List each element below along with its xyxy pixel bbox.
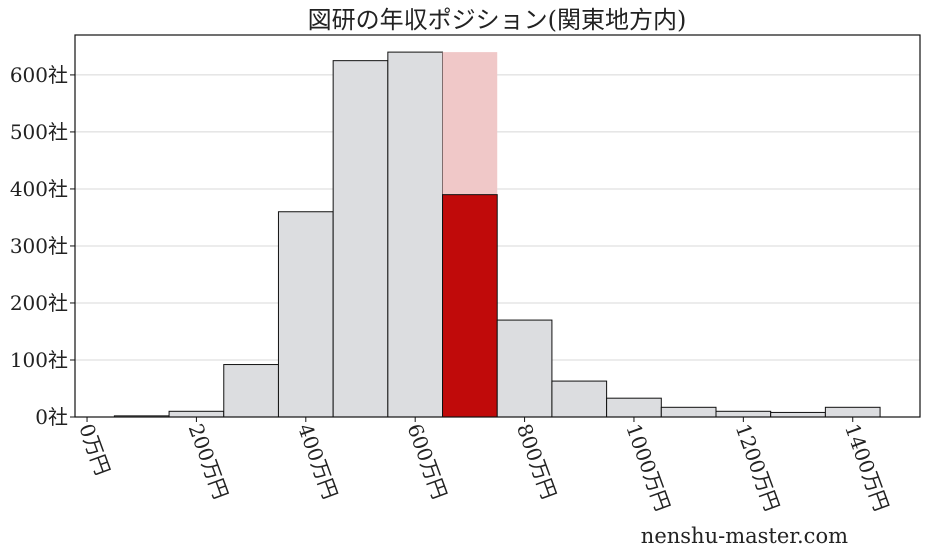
watermark: nenshu-master.com [641,524,848,548]
highlight-bar [442,194,498,418]
y-tick-label: 400社 [10,177,68,201]
x-tick-label: 0万円 [74,421,115,479]
histogram-bar [496,319,553,418]
histogram-bar [770,411,826,418]
histogram-bar [223,364,279,418]
y-tick-label: 200社 [10,291,68,315]
x-tick-label: 1400万円 [840,421,894,515]
histogram-bar [168,410,225,418]
plot-frame [74,34,921,418]
x-tick-label: 1200万円 [731,421,785,515]
y-tick-label: 600社 [10,63,68,87]
histogram-bar [551,380,608,418]
y-tick-label: 100社 [10,348,68,372]
histogram-bar [606,397,662,418]
histogram-bar [387,51,444,418]
y-tick-label: 0社 [35,405,68,429]
histogram-bar [660,406,717,418]
x-tick-label: 800万円 [512,421,561,503]
histogram-bar [715,410,772,418]
chart-title: 図研の年収ポジション(関東地方内) [308,6,687,34]
histogram-bar [824,406,881,418]
histogram-bar [277,211,334,418]
x-tick-label: 1000万円 [621,421,675,515]
y-tick-label: 300社 [10,234,68,258]
x-tick-label: 600万円 [402,421,451,503]
histogram-bar [332,60,389,418]
x-tick-label: 400万円 [293,421,342,503]
x-tick-label: 200万円 [184,421,233,503]
y-tick-label: 500社 [10,120,68,144]
